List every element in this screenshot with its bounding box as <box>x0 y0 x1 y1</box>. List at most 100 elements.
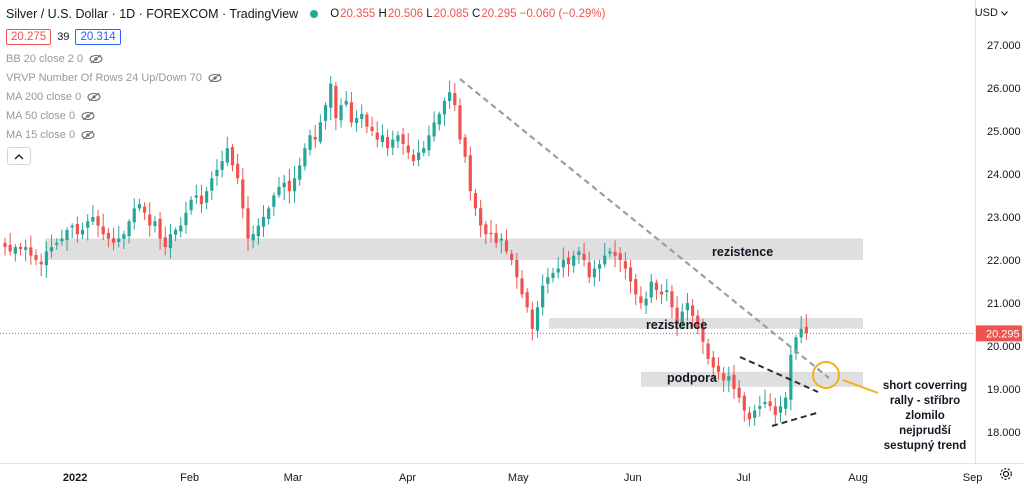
candle <box>489 220 493 243</box>
hidden-eye-icon[interactable] <box>208 73 222 83</box>
candle <box>24 239 28 262</box>
candle <box>8 232 12 256</box>
hidden-eye-icon[interactable] <box>81 130 95 140</box>
candle <box>680 303 684 330</box>
candle <box>137 198 142 212</box>
y-tick-label: 22.000 <box>987 255 1021 267</box>
candle <box>194 184 198 205</box>
candle <box>696 309 700 335</box>
candle <box>127 219 131 244</box>
callout-text-line: zlomilo <box>905 410 945 422</box>
candle <box>210 171 214 201</box>
zone-rect <box>45 238 863 260</box>
candle <box>427 125 431 157</box>
buy-button[interactable]: 20.314 <box>75 29 121 45</box>
candle <box>148 202 152 237</box>
candle <box>422 141 426 157</box>
hidden-eye-icon[interactable] <box>81 111 95 121</box>
candle <box>437 111 441 131</box>
candle <box>670 284 674 319</box>
candle <box>587 251 591 284</box>
change-value: −0.060 (−0.29%) <box>519 8 606 20</box>
candle <box>582 242 586 267</box>
candle <box>603 242 607 268</box>
candle <box>184 201 188 234</box>
candle <box>225 136 229 166</box>
candle <box>391 130 395 156</box>
candle <box>577 246 581 264</box>
candle <box>623 252 627 280</box>
x-tick-label: Jul <box>737 472 751 484</box>
indicator-bb[interactable]: BB 20 close 2 0 <box>6 53 103 65</box>
collapse-legend-button[interactable] <box>7 147 31 165</box>
candle <box>401 127 405 155</box>
candle <box>370 116 374 136</box>
candle <box>380 124 385 148</box>
gear-icon[interactable] <box>998 466 1014 482</box>
zone-rect <box>549 318 863 329</box>
candle <box>158 211 162 250</box>
hidden-eye-icon[interactable] <box>87 92 101 102</box>
candle <box>339 98 343 128</box>
candle <box>29 235 33 265</box>
candle <box>458 98 462 145</box>
candle <box>49 234 54 258</box>
candle <box>236 153 240 185</box>
candle <box>685 292 690 321</box>
ohlc-values: O20.355 H20.506 L20.085 C20.295 −0.060 (… <box>330 8 606 20</box>
candle <box>246 196 250 251</box>
candle <box>241 168 245 219</box>
candle <box>541 274 545 316</box>
candle <box>747 406 752 427</box>
callout-text-line: short coverring <box>883 380 967 392</box>
y-tick-label: 24.000 <box>987 169 1021 181</box>
candle <box>504 229 509 254</box>
x-tick-label: May <box>508 472 529 484</box>
candle <box>261 205 266 237</box>
hidden-eye-icon[interactable] <box>89 54 103 64</box>
sell-button[interactable]: 20.275 <box>6 29 52 45</box>
candle <box>665 278 669 302</box>
candle <box>659 284 664 305</box>
candle <box>608 248 612 258</box>
y-tick-label: 27.000 <box>987 40 1021 52</box>
y-tick-label: 18.000 <box>987 427 1021 439</box>
candle <box>691 299 695 328</box>
candle <box>473 188 478 217</box>
candle <box>75 216 79 243</box>
candle <box>727 366 731 393</box>
indicator-ma15[interactable]: MA 15 close 0 <box>6 129 95 141</box>
candle <box>80 222 85 240</box>
indicator-ma200[interactable]: MA 200 close 0 <box>6 91 101 103</box>
indicator-ma50[interactable]: MA 50 close 0 <box>6 110 95 122</box>
candle <box>308 129 312 156</box>
candle <box>525 288 529 313</box>
triangle-lower-line <box>771 411 821 427</box>
candle <box>618 247 622 273</box>
candle <box>230 144 235 172</box>
candle <box>360 104 364 128</box>
candle <box>453 83 457 111</box>
symbol-title[interactable]: Silver / U.S. Dollar · 1D · FOREXCOM · T… <box>6 7 299 21</box>
candle <box>292 165 297 203</box>
candle <box>122 230 126 249</box>
downtrend-line <box>459 78 830 379</box>
candle <box>91 204 95 226</box>
candle <box>515 252 519 289</box>
candle <box>329 76 333 121</box>
candle <box>86 214 90 241</box>
candle <box>256 218 260 245</box>
x-tick-label: Aug <box>848 472 868 484</box>
indicator-vrvp[interactable]: VRVP Number Of Rows 24 Up/Down 70 <box>6 72 222 84</box>
candle <box>303 143 307 171</box>
candle <box>551 267 555 283</box>
currency-selector[interactable]: USD <box>975 7 1008 19</box>
candle <box>566 250 571 277</box>
candle <box>60 229 64 246</box>
candle <box>773 397 777 424</box>
candle <box>117 225 121 248</box>
candle <box>535 301 540 338</box>
candle <box>101 213 105 241</box>
